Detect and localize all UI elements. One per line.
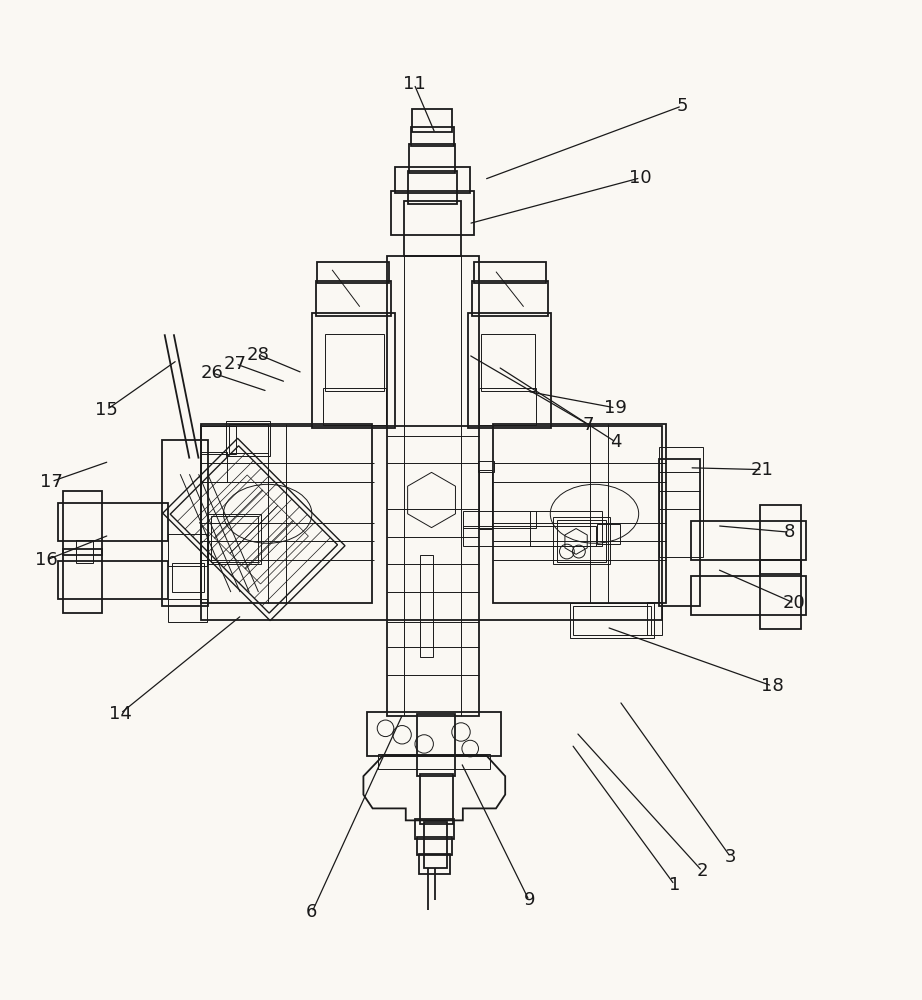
- Bar: [207, 514, 261, 564]
- Bar: [647, 602, 662, 635]
- Text: 26: 26: [201, 364, 224, 382]
- Bar: [367, 712, 501, 756]
- Bar: [479, 470, 492, 529]
- Bar: [171, 563, 204, 592]
- Bar: [323, 388, 385, 425]
- Bar: [659, 459, 701, 606]
- Bar: [417, 837, 452, 855]
- Bar: [387, 256, 479, 716]
- Bar: [378, 754, 491, 769]
- Bar: [408, 171, 457, 204]
- Bar: [168, 599, 207, 622]
- Text: 21: 21: [751, 461, 774, 479]
- Bar: [325, 334, 384, 391]
- Text: 16: 16: [35, 551, 58, 569]
- Bar: [557, 520, 607, 562]
- Bar: [597, 524, 621, 544]
- Bar: [58, 561, 168, 599]
- Bar: [479, 388, 537, 425]
- Text: 4: 4: [610, 433, 621, 451]
- Bar: [419, 854, 450, 874]
- Bar: [420, 555, 433, 657]
- Bar: [411, 127, 454, 146]
- Bar: [692, 521, 806, 560]
- Bar: [404, 201, 461, 256]
- Text: 8: 8: [784, 523, 796, 541]
- Text: 27: 27: [224, 355, 247, 373]
- Bar: [493, 424, 667, 603]
- Bar: [201, 424, 372, 603]
- Bar: [409, 144, 455, 173]
- Bar: [201, 452, 227, 482]
- Bar: [58, 503, 168, 541]
- Text: 17: 17: [40, 473, 63, 491]
- Bar: [474, 262, 546, 283]
- Bar: [468, 313, 551, 428]
- Text: 19: 19: [604, 399, 627, 417]
- Bar: [481, 334, 535, 391]
- Bar: [570, 603, 655, 638]
- Text: 15: 15: [95, 401, 118, 419]
- Text: 28: 28: [247, 346, 270, 364]
- Text: 1: 1: [668, 876, 680, 894]
- Text: 14: 14: [109, 705, 132, 723]
- Text: 2: 2: [696, 862, 708, 880]
- Text: 18: 18: [761, 677, 784, 695]
- Bar: [761, 560, 800, 629]
- Bar: [64, 491, 102, 555]
- Bar: [317, 262, 389, 283]
- Bar: [312, 313, 395, 428]
- Bar: [415, 819, 454, 839]
- Text: 9: 9: [524, 891, 535, 909]
- Bar: [201, 426, 662, 620]
- Bar: [412, 109, 452, 132]
- Bar: [210, 516, 258, 562]
- Bar: [463, 526, 597, 546]
- Bar: [64, 549, 102, 613]
- Bar: [472, 281, 548, 316]
- Bar: [229, 424, 267, 453]
- Text: 7: 7: [583, 416, 594, 434]
- Text: 6: 6: [306, 903, 317, 921]
- Text: 20: 20: [783, 594, 806, 612]
- Text: 10: 10: [629, 169, 652, 187]
- Bar: [420, 774, 453, 824]
- Bar: [417, 714, 455, 776]
- Bar: [161, 440, 207, 606]
- Bar: [692, 576, 806, 615]
- Bar: [77, 540, 93, 563]
- Bar: [530, 511, 602, 546]
- Bar: [659, 447, 703, 557]
- Bar: [553, 517, 610, 564]
- Text: 3: 3: [725, 848, 737, 866]
- Bar: [168, 534, 207, 566]
- Bar: [226, 421, 270, 456]
- Text: 5: 5: [676, 97, 688, 115]
- Bar: [463, 511, 537, 528]
- Text: 11: 11: [403, 75, 425, 93]
- Bar: [391, 191, 474, 235]
- Bar: [395, 167, 470, 193]
- Bar: [478, 461, 494, 472]
- Bar: [424, 822, 447, 868]
- Bar: [201, 426, 236, 454]
- Bar: [315, 281, 391, 316]
- Bar: [573, 606, 651, 635]
- Bar: [761, 505, 800, 574]
